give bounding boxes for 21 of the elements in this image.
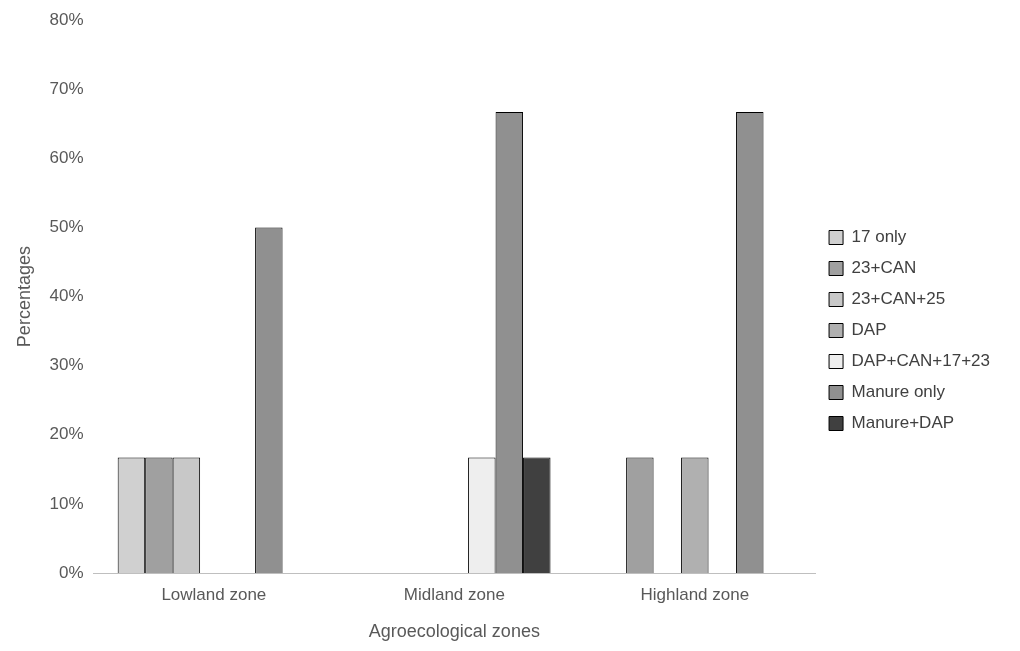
x-axis-title: Agroecological zones	[368, 621, 540, 642]
legend-label: 23+CAN+25	[851, 289, 946, 309]
y-tick-label: 20%	[49, 424, 84, 444]
legend-label: Manure+DAP	[851, 413, 955, 433]
legend-label: Manure only	[851, 382, 946, 402]
legend-label: DAP+CAN+17+23	[851, 351, 990, 371]
y-tick-label: 40%	[49, 286, 84, 306]
x-tick-label: Lowland zone	[161, 584, 267, 604]
y-tick-label: 70%	[49, 78, 84, 98]
y-tick-label: 30%	[49, 355, 84, 375]
legend-label: DAP	[851, 320, 887, 340]
y-tick-label: 80%	[49, 9, 84, 29]
legend-label: 17 only	[851, 227, 907, 247]
y-tick-label: 50%	[49, 217, 84, 237]
x-tick-label: Highland zone	[640, 584, 750, 604]
y-tick-label: 0%	[59, 562, 84, 582]
x-tick-label: Midland zone	[403, 584, 505, 604]
legend-label: 23+CAN	[851, 258, 917, 278]
y-tick-label: 10%	[49, 493, 84, 513]
y-axis-title: Percentages	[13, 246, 34, 348]
y-tick-label: 60%	[49, 148, 84, 168]
